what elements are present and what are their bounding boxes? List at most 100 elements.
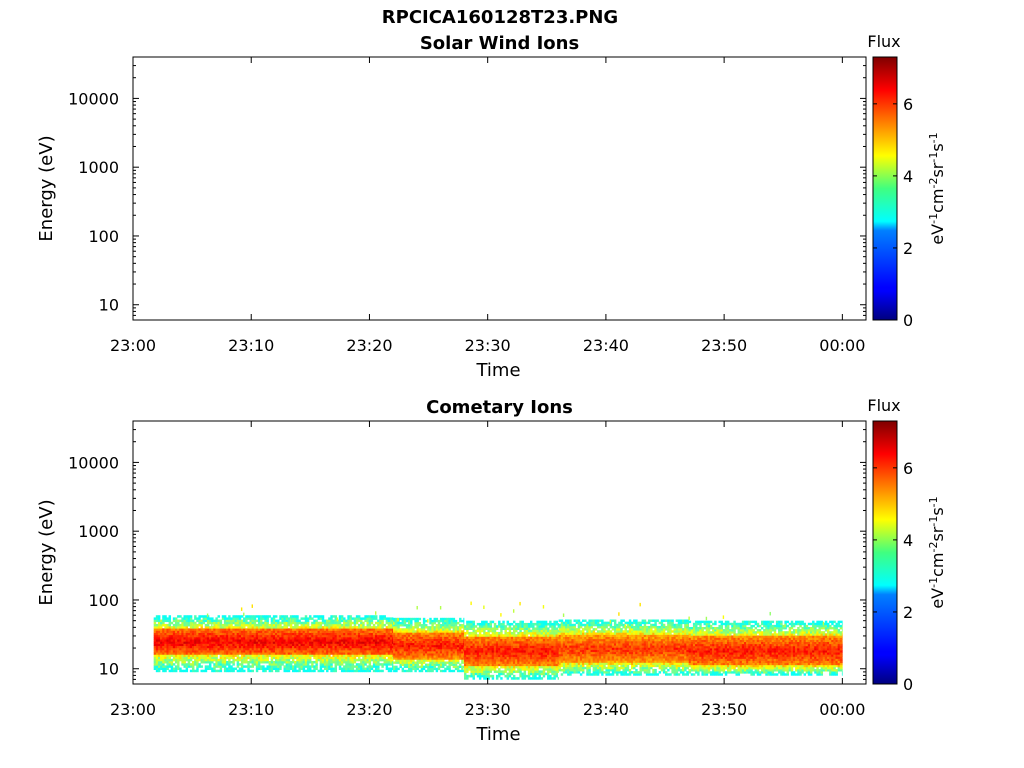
flux-cell xyxy=(336,663,340,666)
flux-cell xyxy=(442,636,445,639)
flux-cell xyxy=(262,634,265,638)
flux-cell xyxy=(372,632,376,636)
flux-cell xyxy=(187,656,191,660)
flux-cell xyxy=(452,630,456,633)
flux-cell xyxy=(416,655,419,658)
flux-cell xyxy=(219,654,223,657)
flux-cell xyxy=(162,621,165,625)
flux-cell xyxy=(294,637,297,640)
flux-cell xyxy=(153,641,157,644)
flux-cell xyxy=(397,626,400,629)
flux-cell xyxy=(268,615,272,618)
flux-cell xyxy=(456,632,460,635)
flux-cell xyxy=(525,631,529,635)
flux-cell xyxy=(375,654,378,657)
flux-cell xyxy=(399,632,402,635)
flux-cell xyxy=(260,660,263,664)
flux-cell xyxy=(317,650,320,653)
flux-cell xyxy=(296,615,299,618)
flux-cell xyxy=(500,645,503,649)
flux-cell xyxy=(304,623,308,627)
flux-cell xyxy=(387,617,391,620)
flux-cell xyxy=(444,636,447,639)
flux-cell xyxy=(368,617,372,620)
flux-cell xyxy=(345,660,348,664)
flux-cell xyxy=(534,663,537,667)
flux-cell xyxy=(493,670,497,673)
flux-cell xyxy=(500,638,503,642)
flux-cell xyxy=(470,622,473,626)
flux-cell xyxy=(366,643,369,647)
flux-cell xyxy=(442,657,445,660)
flux-cell xyxy=(298,626,301,629)
flux-cell xyxy=(500,634,503,637)
flux-cell xyxy=(226,652,229,655)
flux-cell xyxy=(319,650,323,653)
flux-cell xyxy=(332,623,335,627)
flux-cell xyxy=(405,634,409,637)
flux-cell xyxy=(468,674,471,678)
flux-cell xyxy=(431,655,434,658)
flux-cell xyxy=(536,656,539,660)
flux-cell xyxy=(474,656,478,660)
flux-cell xyxy=(194,632,197,636)
flux-cell xyxy=(279,654,282,657)
flux-cell xyxy=(401,649,405,652)
flux-cell xyxy=(185,637,189,640)
flux-cell xyxy=(213,669,216,673)
flux-cell xyxy=(385,637,389,640)
flux-cell xyxy=(510,665,514,669)
flux-cell xyxy=(431,665,434,669)
flux-cell xyxy=(410,653,413,656)
flux-cell xyxy=(326,626,329,629)
flux-cell xyxy=(448,663,451,666)
flux-cell xyxy=(577,645,581,648)
flux-cell xyxy=(485,650,488,653)
flux-cell xyxy=(433,655,436,658)
flux-cell xyxy=(481,625,484,628)
flux-cell xyxy=(162,615,165,618)
flux-cell xyxy=(319,617,323,620)
flux-cell xyxy=(403,624,407,627)
flux-cell xyxy=(349,641,352,644)
flux-cell xyxy=(489,643,492,646)
flux-cell xyxy=(504,668,507,671)
flux-cell xyxy=(283,626,286,629)
flux-cell xyxy=(395,642,398,646)
flux-cell xyxy=(582,623,585,627)
flux-cell xyxy=(196,652,199,655)
flux-cell xyxy=(351,645,355,649)
flux-cell xyxy=(260,630,263,633)
flux-cell xyxy=(304,632,308,636)
flux-cell xyxy=(485,643,488,646)
flux-cell xyxy=(532,634,535,637)
flux-cell xyxy=(456,636,460,639)
flux-cell xyxy=(407,646,411,650)
flux-cell xyxy=(226,619,229,623)
flux-cell xyxy=(403,640,407,644)
flux-cell xyxy=(508,638,512,642)
flux-cell xyxy=(495,654,499,658)
flux-cell xyxy=(555,659,558,662)
flux-cell xyxy=(381,617,384,620)
flux-cell xyxy=(272,628,276,631)
flux-cell xyxy=(268,643,272,647)
flux-cell xyxy=(579,623,583,627)
flux-cell xyxy=(234,650,237,653)
flux-cell xyxy=(181,619,184,623)
flux-cell xyxy=(534,622,537,626)
flux-cell xyxy=(343,630,346,633)
flux-cell xyxy=(206,650,210,653)
flux-cell xyxy=(549,665,552,669)
flux-cell xyxy=(504,631,507,635)
flux-cell xyxy=(353,641,357,644)
flux-cell xyxy=(547,661,550,664)
flux-cell xyxy=(279,632,282,636)
flux-cell xyxy=(168,634,172,638)
flux-cell xyxy=(309,628,312,631)
flux-cell xyxy=(466,677,469,680)
flux-cell xyxy=(304,637,308,640)
flux-cell xyxy=(399,663,402,666)
flux-cell xyxy=(183,663,186,666)
